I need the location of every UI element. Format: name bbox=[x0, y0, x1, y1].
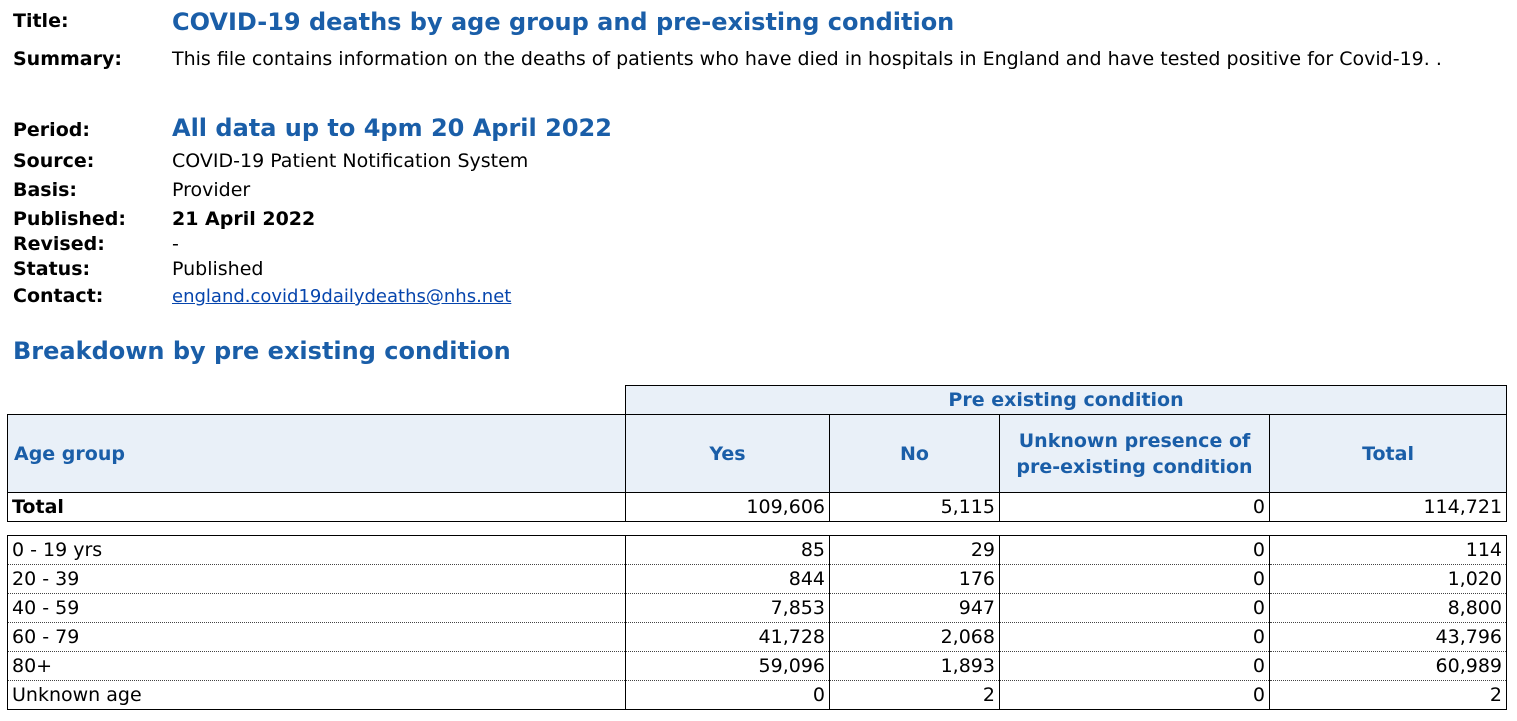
yes-cell: 844 bbox=[625, 564, 830, 594]
revised-value: - bbox=[172, 233, 179, 255]
yes-cell: 7,853 bbox=[625, 593, 830, 623]
pre-existing-condition-header: Pre existing condition bbox=[624, 385, 1508, 415]
yes-cell: 59,096 bbox=[625, 651, 830, 681]
unknown-cell: 0 bbox=[999, 622, 1270, 652]
no-cell: 947 bbox=[829, 593, 1000, 623]
age-breakdown-table: 0 - 19 yrs 85 29 0 114 20 - 39 844 176 0… bbox=[7, 535, 1507, 710]
age-group-cell: 0 - 19 yrs bbox=[7, 535, 626, 565]
yes-cell: 0 bbox=[625, 680, 830, 710]
basis-label: Basis: bbox=[13, 179, 78, 201]
unknown-cell: 0 bbox=[999, 564, 1270, 594]
age-group-header: Age group bbox=[7, 414, 626, 493]
total-cell: 43,796 bbox=[1269, 622, 1507, 652]
table-row: 60 - 79 41,728 2,068 0 43,796 bbox=[7, 622, 1507, 652]
no-cell: 2 bbox=[829, 680, 1000, 710]
no-cell: 2,068 bbox=[829, 622, 1000, 652]
period-label: Period: bbox=[13, 119, 90, 141]
total-total-cell: 114,721 bbox=[1268, 492, 1508, 522]
table-row: 40 - 59 7,853 947 0 8,800 bbox=[7, 593, 1507, 623]
unknown-cell: 0 bbox=[999, 535, 1270, 565]
total-no-cell: 5,115 bbox=[829, 492, 1000, 522]
total-cell: 8,800 bbox=[1269, 593, 1507, 623]
contact-label: Contact: bbox=[13, 285, 104, 307]
unknown-cell: 0 bbox=[999, 651, 1270, 681]
no-cell: 176 bbox=[829, 564, 1000, 594]
document-title: COVID-19 deaths by age group and pre-exi… bbox=[172, 8, 955, 36]
revised-label: Revised: bbox=[13, 233, 105, 255]
breakdown-header-table: Pre existing condition Age group Yes No … bbox=[7, 385, 1508, 522]
status-label: Status: bbox=[13, 258, 91, 280]
total-row-label: Total bbox=[7, 492, 626, 522]
age-group-cell: 20 - 39 bbox=[7, 564, 626, 594]
source-label: Source: bbox=[13, 150, 95, 172]
total-header: Total bbox=[1268, 414, 1508, 493]
yes-cell: 41,728 bbox=[625, 622, 830, 652]
no-header: No bbox=[829, 414, 1000, 493]
age-group-cell: Unknown age bbox=[7, 680, 626, 710]
title-label: Title: bbox=[13, 10, 69, 32]
summary-text: This file contains information on the de… bbox=[172, 48, 1442, 70]
period-value: All data up to 4pm 20 April 2022 bbox=[172, 114, 612, 142]
source-value: COVID-19 Patient Notification System bbox=[172, 150, 529, 172]
age-group-cell: 80+ bbox=[7, 651, 626, 681]
published-value: 21 April 2022 bbox=[172, 208, 316, 230]
unknown-presence-header: Unknown presence of pre-existing conditi… bbox=[999, 414, 1270, 493]
published-label: Published: bbox=[13, 208, 126, 230]
section-title: Breakdown by pre existing condition bbox=[13, 337, 511, 365]
contact-email-link[interactable]: england.covid19dailydeaths@nhs.net bbox=[172, 286, 512, 307]
total-cell: 1,020 bbox=[1269, 564, 1507, 594]
no-cell: 29 bbox=[829, 535, 1000, 565]
total-row: Total 109,606 5,115 0 114,721 bbox=[7, 492, 1508, 522]
age-group-cell: 60 - 79 bbox=[7, 622, 626, 652]
status-value: Published bbox=[172, 258, 264, 280]
table-row: Unknown age 0 2 0 2 bbox=[7, 680, 1507, 710]
unknown-cell: 0 bbox=[999, 593, 1270, 623]
age-group-cell: 40 - 59 bbox=[7, 593, 626, 623]
total-cell: 60,989 bbox=[1269, 651, 1507, 681]
yes-cell: 85 bbox=[625, 535, 830, 565]
summary-label: Summary: bbox=[13, 48, 122, 70]
total-cell: 114 bbox=[1269, 535, 1507, 565]
basis-value: Provider bbox=[172, 179, 251, 201]
header-blank-cell bbox=[7, 385, 626, 415]
table-row: 20 - 39 844 176 0 1,020 bbox=[7, 564, 1507, 594]
total-yes-cell: 109,606 bbox=[625, 492, 830, 522]
yes-header: Yes bbox=[625, 414, 830, 493]
table-row: 80+ 59,096 1,893 0 60,989 bbox=[7, 651, 1507, 681]
total-cell: 2 bbox=[1269, 680, 1507, 710]
table-row: 0 - 19 yrs 85 29 0 114 bbox=[7, 535, 1507, 565]
unknown-cell: 0 bbox=[999, 680, 1270, 710]
no-cell: 1,893 bbox=[829, 651, 1000, 681]
total-unknown-cell: 0 bbox=[999, 492, 1270, 522]
